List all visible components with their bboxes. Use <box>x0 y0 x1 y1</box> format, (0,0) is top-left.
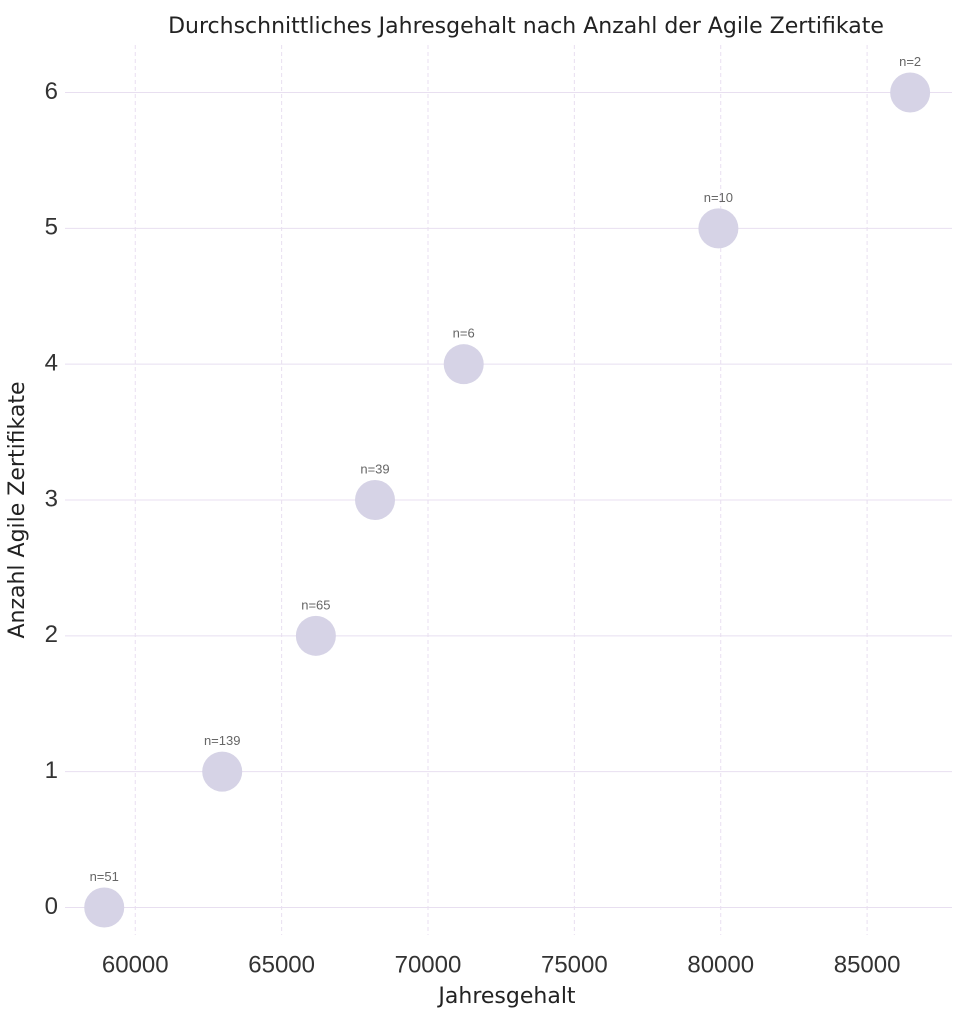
y-tick-label: 5 <box>45 214 58 241</box>
point <box>698 208 739 249</box>
point-label: n=39 <box>360 461 389 476</box>
point-label: n=51 <box>90 869 119 884</box>
y-tick-label: 3 <box>45 485 58 512</box>
x-tick-label: 65000 <box>248 951 315 978</box>
point-label: n=2 <box>899 54 921 69</box>
y-axis-title: Anzahl Agile Zertifikate <box>5 381 30 638</box>
x-tick-label: 70000 <box>395 951 462 978</box>
point <box>84 887 125 928</box>
point <box>202 751 243 792</box>
point-label: n=10 <box>704 190 733 205</box>
chart-title: Durchschnittliches Jahresgehalt nach Anz… <box>168 14 884 39</box>
y-tick-label: 1 <box>45 757 58 784</box>
y-tick-label: 6 <box>45 78 58 105</box>
point <box>443 344 484 385</box>
x-tick-label: 75000 <box>541 951 608 978</box>
x-tick-label: 60000 <box>102 951 169 978</box>
point <box>890 72 931 113</box>
x-tick-label: 80000 <box>687 951 754 978</box>
point-label: n=139 <box>204 733 241 748</box>
point-label: n=6 <box>453 326 475 341</box>
point <box>295 615 336 656</box>
y-tick-label: 2 <box>45 621 58 648</box>
y-tick-label: 0 <box>45 893 58 920</box>
point-label: n=65 <box>301 597 330 612</box>
x-axis-title: Jahresgehalt <box>436 984 576 1009</box>
point <box>355 480 396 520</box>
x-tick-label: 85000 <box>834 951 901 978</box>
y-tick-label: 4 <box>45 350 58 377</box>
